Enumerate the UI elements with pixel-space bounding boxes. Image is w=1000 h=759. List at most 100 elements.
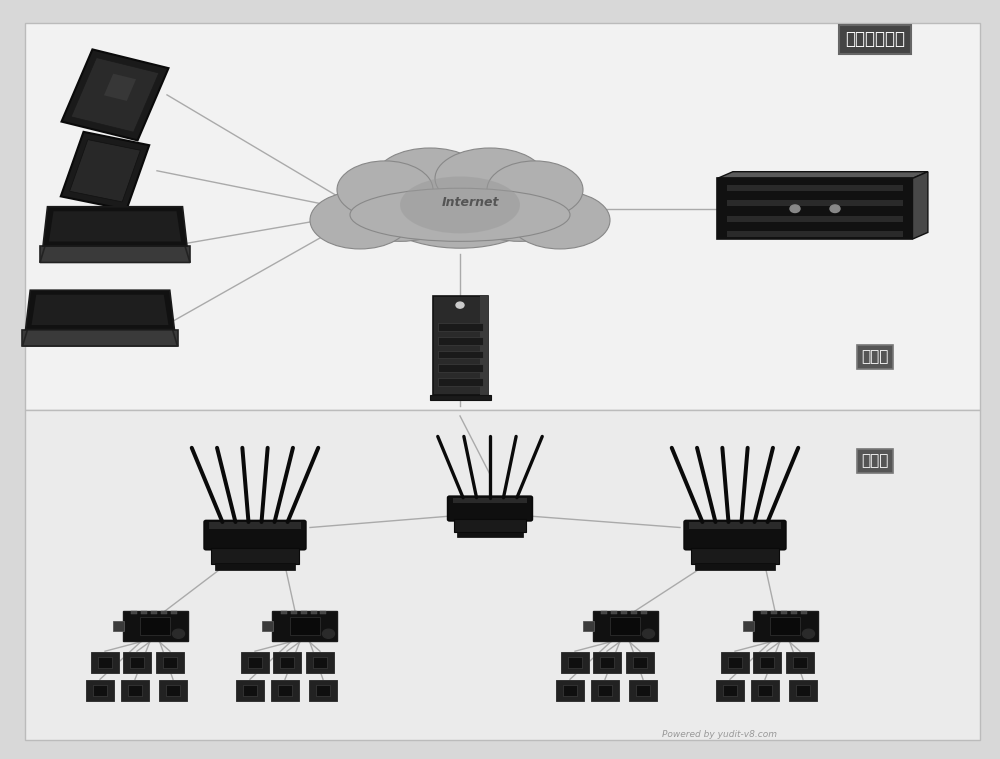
- Polygon shape: [717, 172, 928, 178]
- FancyBboxPatch shape: [631, 611, 637, 614]
- FancyBboxPatch shape: [25, 23, 980, 410]
- Text: 网络拓扑结构: 网络拓扑结构: [845, 30, 905, 49]
- FancyBboxPatch shape: [272, 611, 337, 641]
- Ellipse shape: [487, 161, 583, 219]
- Polygon shape: [22, 329, 178, 346]
- FancyBboxPatch shape: [128, 685, 142, 696]
- Polygon shape: [40, 246, 190, 263]
- FancyBboxPatch shape: [582, 621, 594, 631]
- FancyBboxPatch shape: [771, 611, 777, 614]
- Polygon shape: [70, 140, 140, 202]
- Polygon shape: [32, 294, 168, 325]
- FancyBboxPatch shape: [636, 685, 650, 696]
- FancyBboxPatch shape: [130, 657, 144, 668]
- FancyBboxPatch shape: [717, 178, 912, 239]
- FancyBboxPatch shape: [290, 617, 320, 635]
- FancyBboxPatch shape: [310, 611, 316, 614]
- FancyBboxPatch shape: [248, 657, 262, 668]
- FancyBboxPatch shape: [457, 531, 523, 537]
- Ellipse shape: [337, 161, 433, 219]
- Ellipse shape: [510, 191, 610, 249]
- FancyBboxPatch shape: [25, 410, 980, 740]
- FancyBboxPatch shape: [789, 680, 817, 701]
- FancyBboxPatch shape: [241, 652, 269, 673]
- Polygon shape: [61, 132, 149, 209]
- FancyBboxPatch shape: [610, 611, 616, 614]
- FancyBboxPatch shape: [309, 680, 337, 701]
- FancyBboxPatch shape: [633, 657, 647, 668]
- FancyBboxPatch shape: [591, 680, 619, 701]
- Polygon shape: [104, 74, 136, 101]
- FancyBboxPatch shape: [593, 652, 621, 673]
- FancyBboxPatch shape: [438, 378, 482, 386]
- FancyBboxPatch shape: [791, 611, 797, 614]
- FancyBboxPatch shape: [695, 563, 775, 570]
- FancyBboxPatch shape: [438, 351, 482, 358]
- FancyBboxPatch shape: [93, 685, 107, 696]
- FancyBboxPatch shape: [306, 652, 334, 673]
- Ellipse shape: [370, 154, 550, 248]
- FancyBboxPatch shape: [140, 611, 147, 614]
- FancyBboxPatch shape: [438, 364, 482, 372]
- FancyBboxPatch shape: [751, 680, 779, 701]
- FancyBboxPatch shape: [629, 680, 657, 701]
- Ellipse shape: [338, 168, 462, 241]
- Circle shape: [173, 629, 184, 638]
- FancyBboxPatch shape: [753, 611, 818, 641]
- FancyBboxPatch shape: [121, 680, 149, 701]
- FancyBboxPatch shape: [123, 652, 151, 673]
- FancyBboxPatch shape: [170, 611, 177, 614]
- FancyBboxPatch shape: [204, 521, 306, 550]
- FancyBboxPatch shape: [727, 200, 902, 206]
- FancyBboxPatch shape: [262, 621, 273, 631]
- FancyBboxPatch shape: [620, 611, 626, 614]
- FancyBboxPatch shape: [166, 685, 180, 696]
- FancyBboxPatch shape: [641, 611, 647, 614]
- FancyBboxPatch shape: [770, 617, 800, 635]
- Ellipse shape: [350, 188, 570, 241]
- Polygon shape: [62, 49, 168, 140]
- FancyBboxPatch shape: [610, 617, 640, 635]
- FancyBboxPatch shape: [689, 522, 781, 528]
- FancyBboxPatch shape: [243, 685, 257, 696]
- FancyBboxPatch shape: [563, 685, 577, 696]
- FancyBboxPatch shape: [430, 395, 490, 400]
- Ellipse shape: [435, 148, 545, 209]
- Polygon shape: [49, 211, 181, 241]
- FancyBboxPatch shape: [91, 652, 119, 673]
- FancyBboxPatch shape: [453, 498, 527, 503]
- FancyBboxPatch shape: [163, 657, 177, 668]
- FancyBboxPatch shape: [448, 496, 532, 521]
- FancyBboxPatch shape: [432, 296, 488, 395]
- FancyBboxPatch shape: [86, 680, 114, 701]
- FancyBboxPatch shape: [742, 621, 754, 631]
- FancyBboxPatch shape: [313, 657, 327, 668]
- FancyBboxPatch shape: [280, 657, 294, 668]
- FancyBboxPatch shape: [273, 652, 301, 673]
- FancyBboxPatch shape: [727, 216, 902, 222]
- FancyBboxPatch shape: [727, 185, 902, 191]
- Circle shape: [456, 302, 464, 308]
- FancyBboxPatch shape: [716, 680, 744, 701]
- Circle shape: [642, 629, 654, 638]
- FancyBboxPatch shape: [300, 611, 306, 614]
- FancyBboxPatch shape: [760, 657, 774, 668]
- FancyBboxPatch shape: [691, 548, 779, 564]
- FancyBboxPatch shape: [592, 611, 658, 641]
- FancyBboxPatch shape: [796, 685, 810, 696]
- FancyBboxPatch shape: [801, 611, 807, 614]
- FancyBboxPatch shape: [761, 611, 767, 614]
- FancyBboxPatch shape: [793, 657, 807, 668]
- FancyBboxPatch shape: [480, 296, 488, 395]
- FancyBboxPatch shape: [598, 685, 612, 696]
- FancyBboxPatch shape: [150, 611, 156, 614]
- FancyBboxPatch shape: [684, 521, 786, 550]
- FancyBboxPatch shape: [728, 657, 742, 668]
- FancyBboxPatch shape: [112, 621, 124, 631]
- FancyBboxPatch shape: [278, 685, 292, 696]
- Ellipse shape: [310, 191, 410, 249]
- Circle shape: [830, 205, 840, 213]
- Circle shape: [322, 629, 334, 638]
- FancyBboxPatch shape: [211, 548, 299, 564]
- Ellipse shape: [375, 148, 485, 209]
